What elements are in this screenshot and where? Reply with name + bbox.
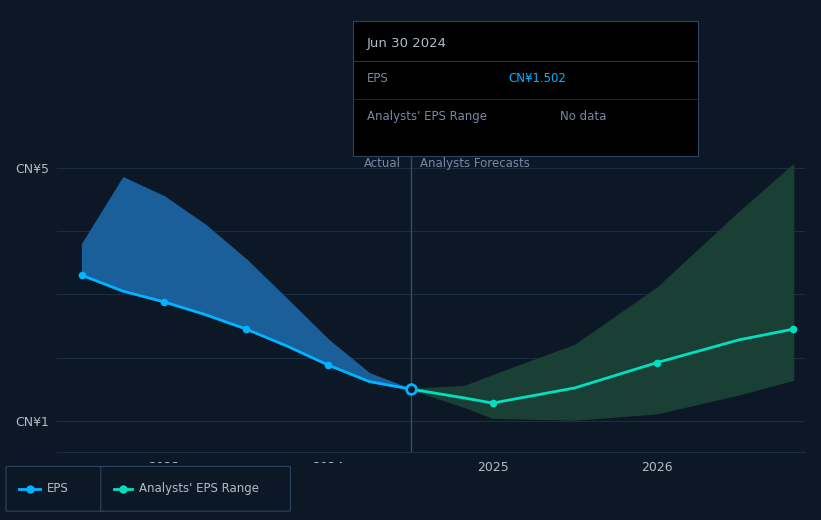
Text: Analysts Forecasts: Analysts Forecasts [420, 157, 530, 170]
Text: Analysts' EPS Range: Analysts' EPS Range [140, 483, 259, 495]
Text: Analysts' EPS Range: Analysts' EPS Range [367, 110, 487, 123]
Text: CN¥1.502: CN¥1.502 [508, 72, 566, 85]
Text: Actual: Actual [364, 157, 401, 170]
Text: No data: No data [560, 110, 606, 123]
Text: Jun 30 2024: Jun 30 2024 [367, 37, 447, 50]
Text: EPS: EPS [367, 72, 388, 85]
FancyBboxPatch shape [6, 466, 105, 511]
FancyBboxPatch shape [101, 466, 291, 511]
Text: EPS: EPS [47, 483, 68, 495]
